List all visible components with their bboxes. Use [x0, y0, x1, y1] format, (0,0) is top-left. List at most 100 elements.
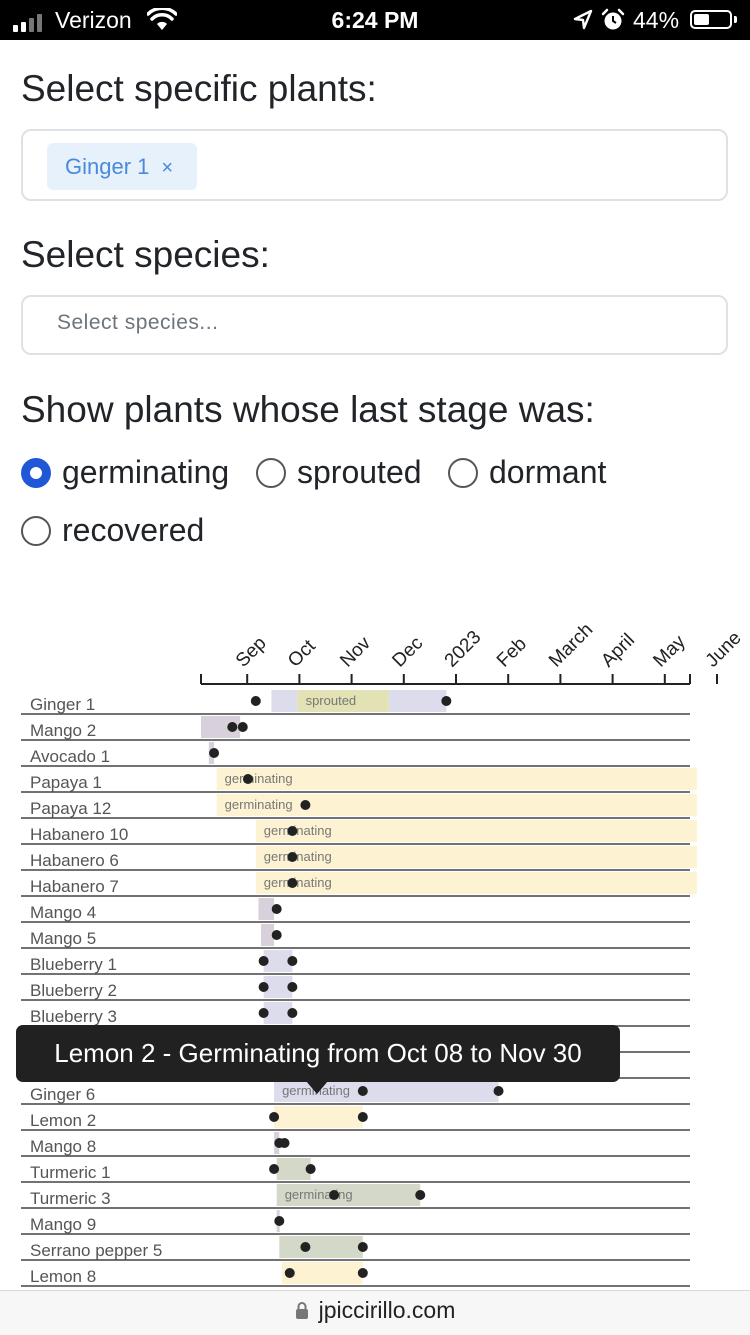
signal-icon: [37, 14, 42, 32]
alarm-icon: [601, 8, 625, 30]
event-point: [237, 722, 248, 732]
radio-label: germinating: [62, 454, 230, 490]
row-label: Lemon 8: [30, 1267, 96, 1286]
x-tick-label: Oct: [284, 635, 320, 671]
stage-bar: [263, 1002, 293, 1024]
selected-plant-label: Ginger 1: [65, 154, 150, 179]
x-tick-label: March: [545, 619, 597, 671]
event-point: [269, 1164, 280, 1174]
event-point: [258, 1008, 269, 1018]
radio-button[interactable]: [448, 458, 478, 488]
x-tick-label: Feb: [493, 634, 531, 672]
event-point: [287, 826, 298, 836]
row-label: Lemon 2: [30, 1111, 96, 1130]
stage-bar: [261, 924, 275, 946]
timeline-chart: Sep Oct Nov Dec 2023 Feb March April May June spro…: [21, 619, 746, 1287]
event-point: [357, 1112, 368, 1122]
row-label: Mango 8: [30, 1137, 96, 1156]
row-label: Blueberry 3: [30, 1007, 117, 1026]
plants-filter-heading: Select specific plants:: [21, 68, 377, 109]
stage-bar: [276, 1184, 421, 1206]
lock-icon: [295, 1302, 308, 1319]
stage-bar: [279, 1236, 363, 1258]
event-point: [305, 1164, 316, 1174]
x-tick-label: June: [702, 628, 746, 672]
event-point: [493, 1086, 504, 1096]
row-label: Mango 2: [30, 721, 96, 740]
radio-label: dormant: [489, 454, 607, 490]
radio-button[interactable]: [256, 458, 286, 488]
signal-icon: [21, 22, 26, 32]
plants-select[interactable]: Ginger 1 ×: [21, 129, 728, 201]
species-select[interactable]: Select species...: [21, 295, 728, 355]
battery-percent: 44%: [633, 7, 680, 33]
event-point: [287, 878, 298, 888]
radio-button[interactable]: [21, 516, 51, 546]
row-label: Turmeric 3: [30, 1189, 111, 1208]
event-point: [269, 1112, 280, 1122]
row-label: Papaya 12: [30, 799, 111, 818]
event-point: [209, 748, 220, 758]
chart-tooltip: Lemon 2 - Germinating from Oct 08 to Nov…: [16, 1025, 620, 1082]
event-point: [227, 722, 238, 732]
x-tick-label: April: [597, 630, 639, 672]
event-point: [415, 1190, 426, 1200]
x-tick-label: Nov: [336, 632, 375, 671]
row-label: Serrano pepper 5: [30, 1241, 162, 1260]
stage-bar-label: germinating: [264, 849, 332, 864]
x-tick-label: May: [649, 631, 690, 672]
event-point: [300, 1242, 311, 1252]
stage-bar: [216, 768, 697, 790]
row-label: Ginger 6: [30, 1085, 95, 1104]
stage-filter-heading: Show plants whose last stage was:: [21, 389, 595, 430]
stage-bar: [276, 1158, 311, 1180]
row-label: Habanero 10: [30, 825, 128, 844]
event-point: [441, 696, 452, 706]
battery-nub: [734, 16, 737, 23]
stage-bar: [388, 690, 447, 712]
stage-bar: [263, 950, 293, 972]
species-filter-heading: Select species:: [21, 234, 270, 275]
row-label: Blueberry 2: [30, 981, 117, 1000]
event-point: [242, 774, 253, 784]
radio-label: sprouted: [297, 454, 422, 490]
clock: 6:24 PM: [331, 7, 419, 33]
stage-bar: [255, 820, 697, 842]
event-point: [284, 1268, 295, 1278]
stage-bar: [258, 898, 275, 920]
stage-bar: [255, 846, 697, 868]
row-label: Blueberry 1: [30, 955, 117, 974]
event-point: [287, 956, 298, 966]
browser-url-bar[interactable]: jpiccirillo.com: [0, 1290, 750, 1335]
row-label: Habanero 6: [30, 851, 119, 870]
signal-icon: [13, 25, 18, 32]
event-point: [274, 1216, 285, 1226]
event-point: [300, 800, 311, 810]
remove-tag-icon[interactable]: ×: [161, 157, 174, 179]
row-label: Mango 5: [30, 929, 96, 948]
stage-bar: [255, 872, 697, 894]
radio-label: recovered: [62, 512, 205, 548]
stage-bar-label: germinating: [264, 875, 332, 890]
event-point: [357, 1268, 368, 1278]
event-point: [279, 1138, 290, 1148]
event-point: [258, 982, 269, 992]
selected-plant-tag: Ginger 1 ×: [47, 143, 197, 190]
carrier-label: Verizon: [55, 7, 132, 33]
row-label: Avocado 1: [30, 747, 110, 766]
stage-bar-label: sprouted: [306, 693, 357, 708]
stage-bar-label: germinating: [225, 797, 293, 812]
stage-bar: [271, 690, 298, 712]
event-point: [271, 904, 282, 914]
row-label: Papaya 1: [30, 773, 102, 792]
event-point: [287, 1008, 298, 1018]
row-label: Mango 4: [30, 903, 96, 922]
stage-bar: [297, 690, 389, 712]
row-label: Mango 9: [30, 1215, 96, 1234]
event-point: [287, 852, 298, 862]
x-tick-label: Dec: [388, 633, 427, 672]
stage-bar: [263, 976, 293, 998]
event-point: [357, 1242, 368, 1252]
status-bar: Verizon 6:24 PM 44%: [0, 0, 750, 40]
radio-button-checked[interactable]: [21, 458, 51, 488]
